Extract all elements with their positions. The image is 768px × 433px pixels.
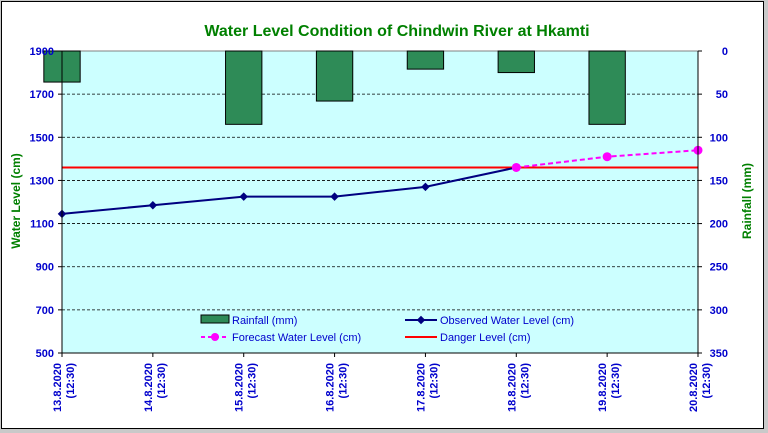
observed-point xyxy=(330,192,339,201)
rainfall-bar xyxy=(588,50,626,125)
observed-point xyxy=(239,192,248,201)
legend-forecast-label: Forecast Water Level (cm) xyxy=(232,332,361,344)
y-left-tick-label: 1300 xyxy=(30,175,54,187)
y-left-tick-label: 1700 xyxy=(30,89,54,101)
y-right-tick-label: 300 xyxy=(710,305,728,317)
y-left-tick-label: 1500 xyxy=(30,132,54,144)
x-tick-label-date: 18.8.2020 xyxy=(506,363,518,412)
legend-rainfall-swatch xyxy=(200,314,230,324)
y-right-tick-label: 0 xyxy=(722,46,728,58)
x-tick-label-date: 13.8.2020 xyxy=(52,363,64,412)
plot-area: 500 700 900 1100 1300 1500 1700 1900 0 50 100 150 20… xyxy=(30,46,728,412)
legend-rainfall-label: Rainfall (mm) xyxy=(232,315,297,327)
y-left-tick-label: 1900 xyxy=(30,46,54,58)
x-tick-label-date: 20.8.2020 xyxy=(688,363,700,412)
observed-point xyxy=(421,182,430,192)
rainfall-bar xyxy=(497,50,535,74)
observed-water-level-line xyxy=(61,166,517,215)
legend-forecast-marker xyxy=(211,333,219,341)
y-right-tick-label: 100 xyxy=(710,132,728,144)
y-right-tick-label: 350 xyxy=(710,348,728,360)
y-axis-right-label: Rainfall (mm) xyxy=(740,163,754,239)
forecast-point xyxy=(602,152,612,162)
legend-observed-label: Observed Water Level (cm) xyxy=(440,315,574,327)
x-tick-label-time: (12:30) xyxy=(428,363,440,399)
x-tick-label-time: (12:30) xyxy=(65,363,77,399)
x-tick-label-time: (12:30) xyxy=(247,363,259,399)
y-left-tick-label: 500 xyxy=(36,348,54,360)
x-tick-label-date: 16.8.2020 xyxy=(325,363,337,412)
x-tick-label-time: (12:30) xyxy=(701,363,713,399)
y-left-tick-label: 1100 xyxy=(30,219,54,231)
legend-observed-marker xyxy=(416,315,426,325)
legend-danger-label: Danger Level (cm) xyxy=(440,332,530,344)
y-right-tick-label: 50 xyxy=(716,89,728,101)
x-tick-label-time: (12:30) xyxy=(156,363,168,399)
y-left-tick-label: 900 xyxy=(36,262,54,274)
x-tick-label-time: (12:30) xyxy=(338,363,350,399)
x-tick-label-time: (12:30) xyxy=(519,363,531,399)
rainfall-bar xyxy=(225,50,263,125)
rainfall-bar xyxy=(315,50,354,102)
x-tick-label-time: (12:30) xyxy=(610,363,622,399)
x-tick-label-date: 17.8.2020 xyxy=(415,363,427,412)
chart-title: Water Level Condition of Chindwin River … xyxy=(204,23,589,40)
y-axis-left-label: Water Level (cm) xyxy=(9,153,23,249)
y-left-tick-label: 700 xyxy=(36,305,54,317)
x-tick-label-date: 15.8.2020 xyxy=(234,363,246,412)
y-right-tick-label: 150 xyxy=(710,175,728,187)
observed-point xyxy=(148,200,158,210)
rainfall-bar xyxy=(406,50,445,70)
y-right-tick-label: 250 xyxy=(710,262,728,274)
x-tick-label-date: 19.8.2020 xyxy=(597,363,609,412)
x-tick-label-date: 14.8.2020 xyxy=(143,363,155,412)
forecast-point xyxy=(511,162,521,172)
y-right-tick-label: 200 xyxy=(710,219,728,231)
